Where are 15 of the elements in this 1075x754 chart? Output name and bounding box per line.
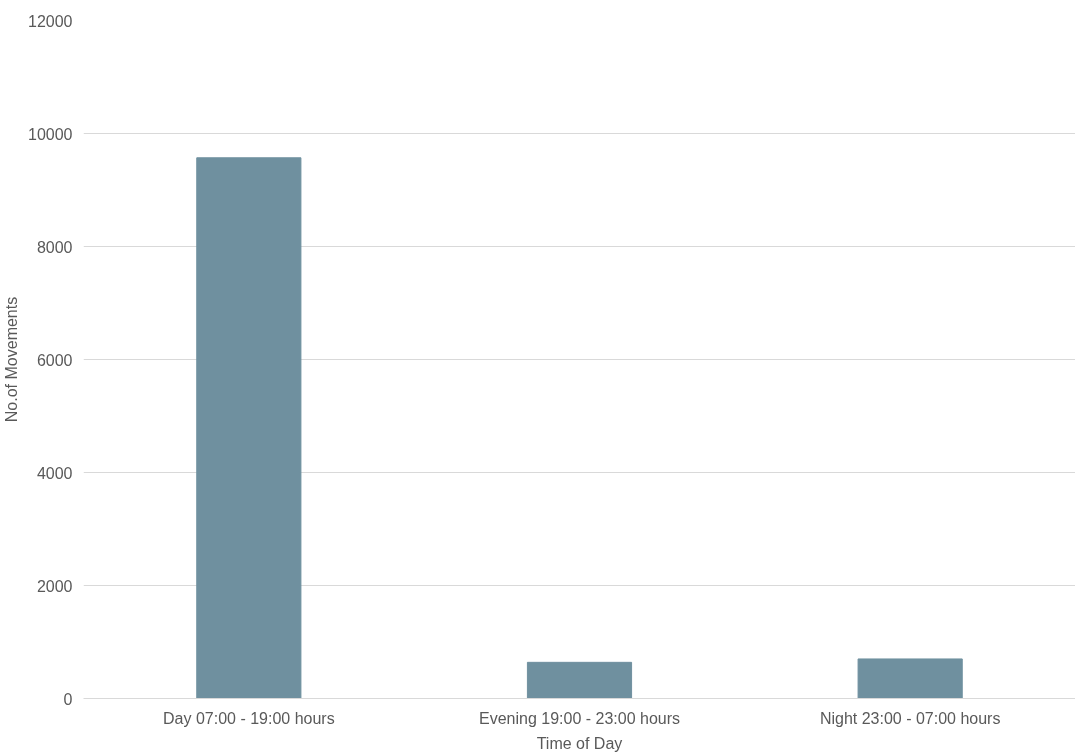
bar [196,157,302,699]
y-tick-label: 4000 [36,464,73,482]
y-tick-label: 8000 [36,238,73,256]
bar [526,661,633,699]
y-axis-title: No.of Movements [3,296,21,423]
y-tick-label: 10000 [28,125,73,143]
x-tick-label: Night 23:00 - 07:00 hours [819,709,1001,727]
y-tick-label: 12000 [28,12,73,30]
bar [857,658,963,699]
y-tick-label: 0 [63,690,73,708]
x-axis-title: Time of Day [536,734,623,752]
x-tick-label: Evening 19:00 - 23:00 hours [478,709,681,727]
y-tick-label: 6000 [36,351,73,369]
y-tick-label: 2000 [36,577,73,595]
x-tick-label: Day 07:00 - 19:00 hours [163,709,335,727]
